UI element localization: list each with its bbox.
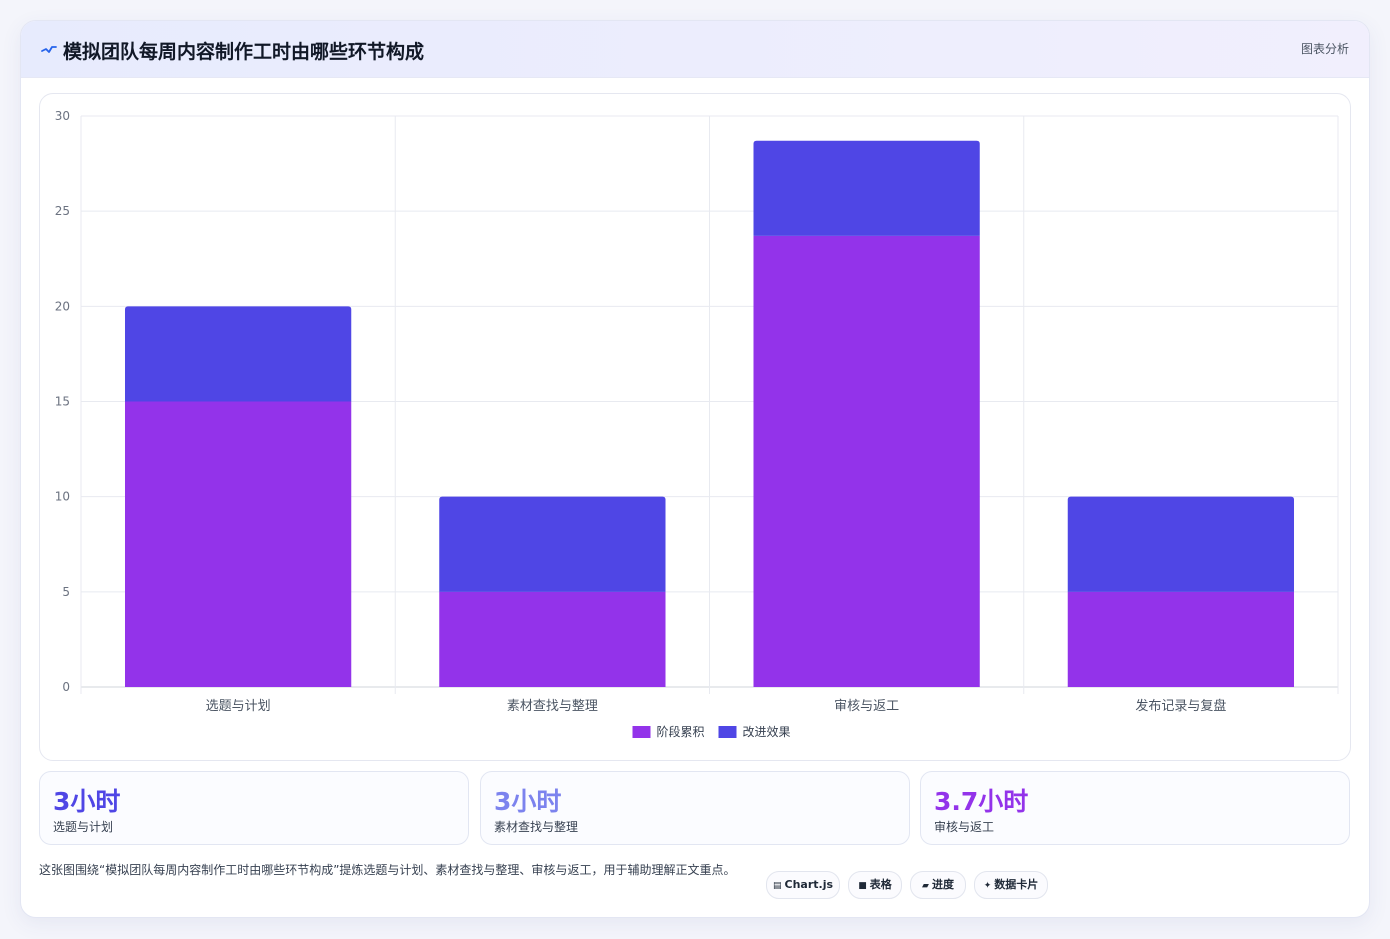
x-tick-label: 选题与计划 xyxy=(206,699,271,714)
stat-card-topic-planning: 3小时 选题与计划 xyxy=(39,771,469,845)
stat-value: 3.7小时 xyxy=(934,787,1029,816)
x-tick-label: 素材查找与整理 xyxy=(507,699,598,714)
pulse-line-icon xyxy=(41,46,57,53)
bar-segment xyxy=(753,235,980,687)
legend-swatch xyxy=(632,726,651,738)
y-tick-label: 15 xyxy=(55,395,70,409)
tag-chartjs[interactable]: ▤ Chart.js xyxy=(766,871,840,899)
progress-icon: ▰ xyxy=(922,881,929,891)
tag-label: 数据卡片 xyxy=(994,878,1039,891)
y-tick-label: 20 xyxy=(55,299,70,313)
legend-label: 改进效果 xyxy=(743,724,791,739)
bar-segment xyxy=(753,140,980,236)
stat-value: 3小时 xyxy=(53,787,121,816)
chart-description: 这张图围绕“模拟团队每周内容制作工时由哪些环节构成”提炼选题与计划、素材查找与整… xyxy=(39,863,736,877)
y-tick-label: 5 xyxy=(62,585,70,599)
stat-label: 审核与返工 xyxy=(934,820,995,834)
sparkle-icon: ✦ xyxy=(983,881,992,891)
chart-analysis-link[interactable]: 图表分析 xyxy=(1300,42,1349,56)
chart-container: 0 5 10 15 20 25 30 选题与计划 素材查找与整理 审核与返工 发布记录与复盘阶段累积… xyxy=(39,93,1351,761)
bar-segment xyxy=(1067,591,1295,687)
x-tick-label: 发布记录与复盘 xyxy=(1135,698,1226,714)
chart-card: 模拟团队每周内容制作工时由哪些环节构成 图表分析 0 5 10 15 20 25 30 选题与… xyxy=(20,20,1370,918)
stat-label: 素材查找与整理 xyxy=(494,820,579,834)
bar-segment xyxy=(439,591,666,687)
page-title: 模拟团队每周内容制作工时由哪些环节构成 xyxy=(63,41,425,63)
tag-label: 表格 xyxy=(869,878,892,891)
legend-swatch xyxy=(718,726,737,738)
y-tick-label: 0 xyxy=(62,680,70,694)
bar-segment xyxy=(124,306,352,402)
y-tick-label: 25 xyxy=(55,204,70,218)
tag-table[interactable]: ■ 表格 xyxy=(848,871,902,899)
x-tick-label: 审核与返工 xyxy=(834,699,899,714)
stat-card-material-search: 3小时 素材查找与整理 xyxy=(480,771,910,845)
tag-data-card[interactable]: ✦ 数据卡片 xyxy=(974,871,1048,899)
legend-label: 阶段累积 xyxy=(657,724,705,739)
bar-segment xyxy=(124,401,352,687)
chart-icon: ▤ xyxy=(772,881,782,891)
stat-label: 选题与计划 xyxy=(53,820,114,834)
tag-progress[interactable]: ▰ 进度 xyxy=(910,871,966,899)
y-tick-label: 10 xyxy=(55,490,70,504)
tag-label: Chart.js xyxy=(784,878,834,891)
bar-segment xyxy=(1067,496,1295,592)
bar-segment xyxy=(439,496,666,592)
y-tick-label: 30 xyxy=(55,109,70,123)
card-header: 模拟团队每周内容制作工时由哪些环节构成 图表分析 xyxy=(21,21,1369,78)
tag-label: 进度 xyxy=(931,878,954,891)
stat-card-review-rework: 3.7小时 审核与返工 xyxy=(920,771,1350,845)
table-icon: ■ xyxy=(858,881,867,891)
stat-value: 3小时 xyxy=(494,787,562,816)
stacked-bar-chart: 0 5 10 15 20 25 30 选题与计划 素材查找与整理 审核与返工 发布记录与复盘阶段累积… xyxy=(55,109,1339,739)
